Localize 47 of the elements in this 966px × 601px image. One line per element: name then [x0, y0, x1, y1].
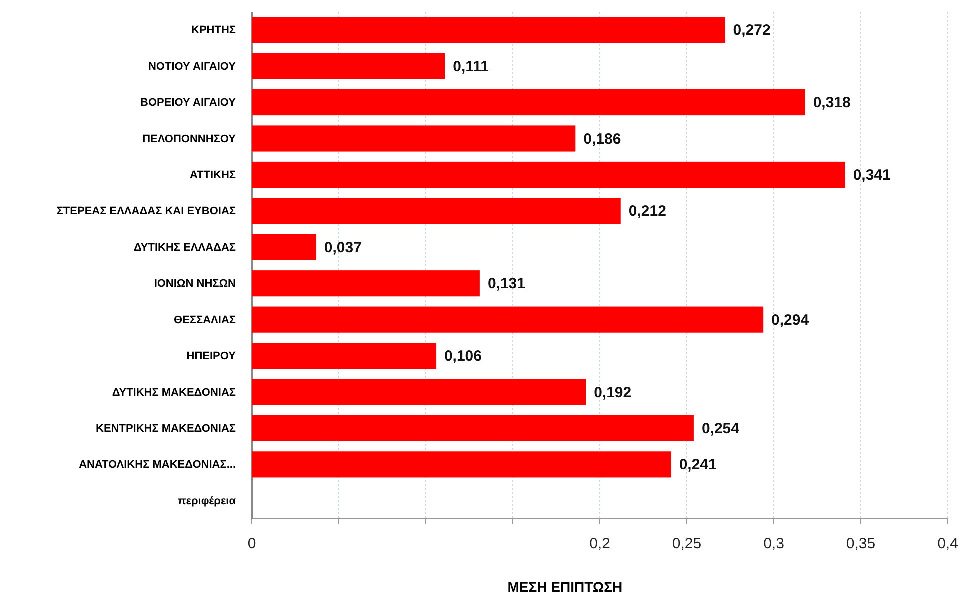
y-tick-label: ΣΤΕΡΕΑΣ ΕΛΛΑΔΑΣ ΚΑΙ ΕΥΒΟΙΑΣ — [56, 206, 236, 218]
y-tick-label: ΚΡΗΤΗΣ — [192, 24, 236, 37]
bar — [252, 162, 846, 188]
data-label: 0,106 — [444, 348, 482, 366]
y-tick-label: ΑΤΤΙΚΗΣ — [190, 169, 236, 182]
x-tick-label: 0,35 — [846, 536, 876, 553]
data-label: 0,111 — [453, 58, 490, 76]
y-tick-label: ΚΕΝΤΡΙΚΗΣ ΜΑΚΕΔΟΝΙΑΣ — [96, 422, 236, 435]
data-label: 0,212 — [628, 203, 666, 220]
data-label: 0,241 — [679, 456, 717, 474]
data-label: 0,272 — [733, 22, 771, 40]
bar — [252, 306, 764, 333]
bar — [252, 415, 694, 442]
y-tick-label: ΝΟΤΙΟΥ ΑΙΓΑΙΟΥ — [148, 60, 237, 73]
bar — [252, 17, 726, 44]
x-tick-label: 0,25 — [672, 536, 702, 553]
x-axis-title: ΜΕΣΗ ΕΠΙΠΤΩΣΗ — [508, 579, 623, 595]
data-label: 0,318 — [813, 94, 851, 112]
y-tick-label: ΠΕΛΟΠΟΝΝΗΣΟΥ — [142, 133, 237, 146]
bar — [252, 452, 672, 478]
data-label: 0,341 — [853, 166, 891, 184]
data-label: 0,192 — [594, 384, 632, 402]
y-tick-label: ΙΟΝΙΩΝ ΝΗΣΩΝ — [154, 278, 236, 290]
bar — [252, 343, 436, 370]
y-tick-label: ΔΥΤΙΚΗΣ ΕΛΛΑΔΑΣ — [134, 242, 236, 254]
y-tick-label: ΒΟΡΕΙΟΥ ΑΙΓΑΙΟΥ — [140, 97, 237, 110]
y-tick-label: ΘΕΣΣΑΛΙΑΣ — [174, 314, 236, 326]
data-label: 0,186 — [584, 130, 622, 148]
x-tick-label: 0,3 — [764, 536, 784, 553]
bar — [252, 270, 480, 297]
bar — [252, 90, 806, 116]
y-tick-label: ΔΥΤΙΚΗΣ ΜΑΚΕΔΟΝΙΑΣ — [112, 386, 236, 399]
x-tick-label: 0,4 — [938, 536, 958, 553]
bar — [252, 198, 621, 224]
bar — [252, 53, 446, 80]
y-tick-label: ΗΠΕΙΡΟΥ — [186, 350, 237, 363]
bar — [252, 379, 586, 406]
data-label: 0,294 — [772, 312, 810, 329]
data-label: 0,037 — [324, 239, 362, 256]
data-label: 0,254 — [702, 420, 740, 438]
y-tick-label: περιφέρεια — [178, 495, 236, 508]
data-label: 0,131 — [488, 276, 526, 293]
x-tick-label: 0 — [248, 536, 256, 553]
bar — [252, 126, 576, 152]
x-tick-label: 0,2 — [590, 536, 610, 553]
y-tick-label: ΑΝΑΤΟΛΙΚΗΣ ΜΑΚΕΔΟΝΙΑΣ... — [79, 459, 236, 472]
bar — [252, 234, 316, 260]
